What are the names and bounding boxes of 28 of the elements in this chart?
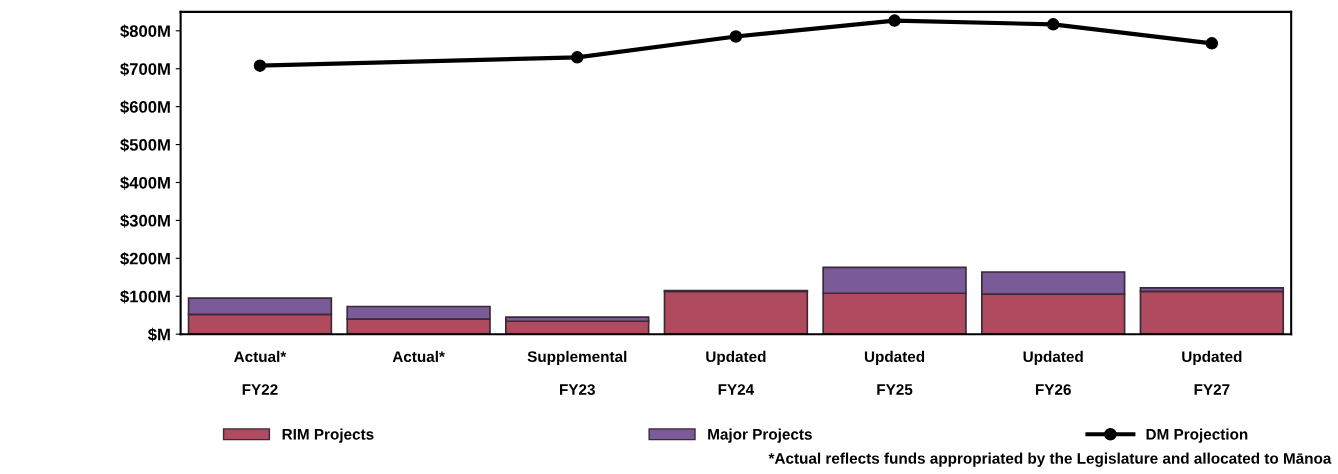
category-label: Actual* FY22 [234, 350, 287, 395]
point [1205, 37, 1219, 50]
category-label: Updated FY27 [1182, 350, 1242, 395]
category-label: Updated FY25 [864, 350, 925, 395]
legend-label: Major Projects [708, 428, 812, 443]
point [1046, 18, 1060, 31]
point [729, 30, 743, 43]
y-tick-label: $500M [120, 138, 170, 152]
y-tick-label: $200M [120, 252, 170, 266]
point [253, 59, 267, 72]
category-label: Updated FY26 [1023, 350, 1083, 395]
point [571, 51, 584, 64]
x-tick-label: Actual* [392, 350, 445, 363]
category-label: Supplemental FY23 [527, 350, 627, 395]
y-tick-label: $400M [120, 176, 170, 190]
y-tick-label: $700M [120, 62, 170, 77]
y-tick-label: $800M [120, 24, 170, 39]
y-tick-label: $300M [120, 214, 170, 228]
category-label: Updated FY24 [706, 350, 766, 395]
y-tick-label: $M [147, 327, 170, 342]
y-tick-label: $600M [120, 100, 170, 114]
legend-label: RIM Projects [282, 428, 374, 443]
text: *Actual reflects funds appropriated by the Legislature and allocated to Mānoa [768, 452, 1332, 467]
y-tick-label: $100M [120, 289, 170, 304]
point [888, 14, 901, 27]
legend-label: DM Projection [1146, 428, 1248, 443]
bar [663, 290, 809, 335]
bar [1139, 290, 1285, 335]
